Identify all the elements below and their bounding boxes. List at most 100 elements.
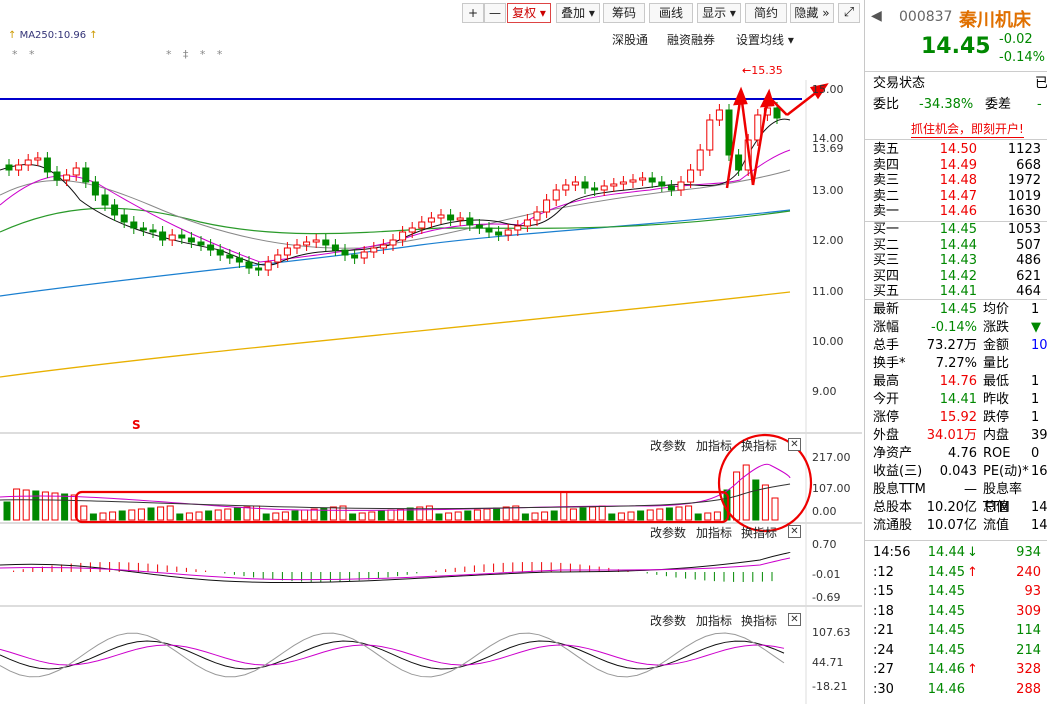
vol-close-icon[interactable]: ✕ — [788, 438, 801, 451]
chart-area[interactable]: + — 复权 ▾ 叠加 ▾ 筹码 画线 显示 ▾ 简约 隐藏 » ⤢ ↑ MA2… — [0, 0, 862, 704]
tick-time: 14:56 — [873, 545, 911, 560]
hk-connect-link[interactable]: 深股通 — [612, 33, 649, 47]
candle — [571, 181, 579, 186]
signal-s-mark: S — [132, 418, 141, 432]
candle — [293, 244, 301, 249]
volume-bar — [32, 490, 40, 521]
ma60-line — [0, 207, 791, 235]
stat-label: 流通股 — [873, 518, 913, 533]
price-tick: 15.00 — [812, 83, 844, 96]
volume-bar — [569, 508, 577, 521]
bid-price: 14.44 — [939, 237, 977, 253]
candle — [754, 114, 762, 141]
volume-bar — [483, 508, 491, 521]
zoom-out-button[interactable]: — — [484, 3, 506, 23]
candle — [581, 181, 589, 189]
volume-bar — [310, 508, 318, 521]
tick-time: :24 — [873, 642, 894, 658]
fuquan-button[interactable]: 复权 ▾ — [507, 3, 551, 23]
draw-line-button[interactable]: 画线 — [649, 3, 693, 23]
event-markers: * * * ‡ * * — [12, 48, 227, 61]
vol-switch-indicator[interactable]: 换指标 — [741, 439, 778, 453]
stat-value-2: 16 — [1031, 464, 1047, 479]
wb-row: 委比 -34.38% 委差 - — [865, 96, 1047, 114]
candle — [514, 225, 522, 231]
candle — [533, 211, 541, 221]
kdj-switch-indicator[interactable]: 换指标 — [741, 614, 778, 628]
candle — [111, 204, 119, 216]
tick-arrow: ↑ — [967, 564, 978, 580]
tick-row: :18 14.45 309 — [865, 603, 1047, 621]
tick-volume: 309 — [1016, 603, 1041, 619]
tick-volume: 288 — [1016, 681, 1041, 697]
chips-button[interactable]: 筹码 — [603, 3, 645, 23]
candle — [466, 217, 474, 226]
stat-row: 涨幅 -0.14% 涨跌 ▼ — [865, 319, 1047, 337]
price-tick: 13.00 — [812, 184, 844, 197]
wb-value: -34.38% — [919, 97, 974, 112]
volume-bar — [214, 509, 222, 521]
tick-volume: 114 — [1016, 623, 1041, 638]
candle — [629, 179, 637, 183]
stat-row: 收益(三) 0.043 PE(动)* 16 — [865, 463, 1047, 481]
volume-bar — [541, 511, 549, 521]
tick-volume: 328 — [1016, 662, 1041, 677]
margin-link[interactable]: 融资融券 — [667, 33, 716, 47]
annotation-rect — [74, 490, 730, 524]
volume-bar — [166, 505, 174, 521]
volume-bar — [291, 510, 299, 521]
high-marker-value: 15.35 — [751, 64, 783, 77]
display-label: 显示 — [702, 6, 727, 20]
vol-tick: 107.00 — [812, 482, 851, 495]
volume-bar — [118, 510, 126, 521]
candles — [5, 102, 781, 276]
stat-value: 14.45 — [939, 302, 977, 317]
volume-bar — [493, 507, 501, 521]
macd-add-indicator[interactable]: 加指标 — [696, 526, 733, 540]
volume-bar — [531, 512, 539, 521]
svg-text:←: ← — [742, 64, 751, 77]
candle — [600, 185, 608, 191]
annotation-arrows — [725, 83, 829, 189]
macd-bars — [13, 562, 773, 582]
zoom-in-button[interactable]: + — [462, 3, 484, 23]
volume-bar — [416, 506, 424, 521]
bid-price: 14.41 — [939, 284, 977, 299]
kdj-add-indicator[interactable]: 加指标 — [696, 614, 733, 628]
kdj-edit-params[interactable]: 改参数 — [650, 614, 687, 628]
volume-bar — [41, 491, 49, 521]
volume-bar — [262, 513, 270, 521]
stat-value-2: ▼ — [1031, 320, 1041, 335]
bid-label: 买三 — [873, 253, 900, 268]
hide-button[interactable]: 隐藏 » — [790, 3, 834, 23]
candle — [447, 214, 455, 221]
collapse-arrow-icon[interactable]: ◀ — [871, 8, 882, 24]
ma-settings-link[interactable]: 设置均线 ▾ — [736, 33, 794, 47]
ask-price: 14.50 — [939, 142, 977, 157]
expand-icon[interactable]: ⤢ — [838, 3, 860, 23]
tick-time: :30 — [873, 681, 894, 697]
macd-close-icon[interactable]: ✕ — [788, 525, 801, 538]
tick-row: :15 14.45 93 — [865, 583, 1047, 601]
bid-label: 买四 — [873, 268, 900, 284]
tick-volume: 934 — [1016, 545, 1041, 560]
stat-value-2: 1 — [1031, 302, 1040, 317]
volume-bar — [560, 491, 568, 521]
open-account-link[interactable]: 抓住机会，即刻开户! — [911, 122, 1024, 138]
candle — [351, 254, 359, 259]
kdj-close-icon[interactable]: ✕ — [788, 613, 801, 626]
display-button[interactable]: 显示 ▾ — [697, 3, 741, 23]
macd-switch-indicator[interactable]: 换指标 — [741, 526, 778, 540]
bid-row: 买二 14.44 507 — [865, 237, 1047, 255]
macd-edit-params[interactable]: 改参数 — [650, 526, 687, 540]
simple-button[interactable]: 简约 — [745, 3, 787, 23]
vol-add-indicator[interactable]: 加指标 — [696, 439, 733, 453]
ask-label: 卖一 — [873, 204, 900, 219]
candle — [706, 119, 714, 151]
volume-bar — [637, 510, 645, 521]
overlay-button[interactable]: 叠加 ▾ — [556, 3, 600, 23]
vol-edit-params[interactable]: 改参数 — [650, 439, 687, 453]
tick-row: 14:56 14.44 ↓ 934 — [865, 544, 1047, 562]
